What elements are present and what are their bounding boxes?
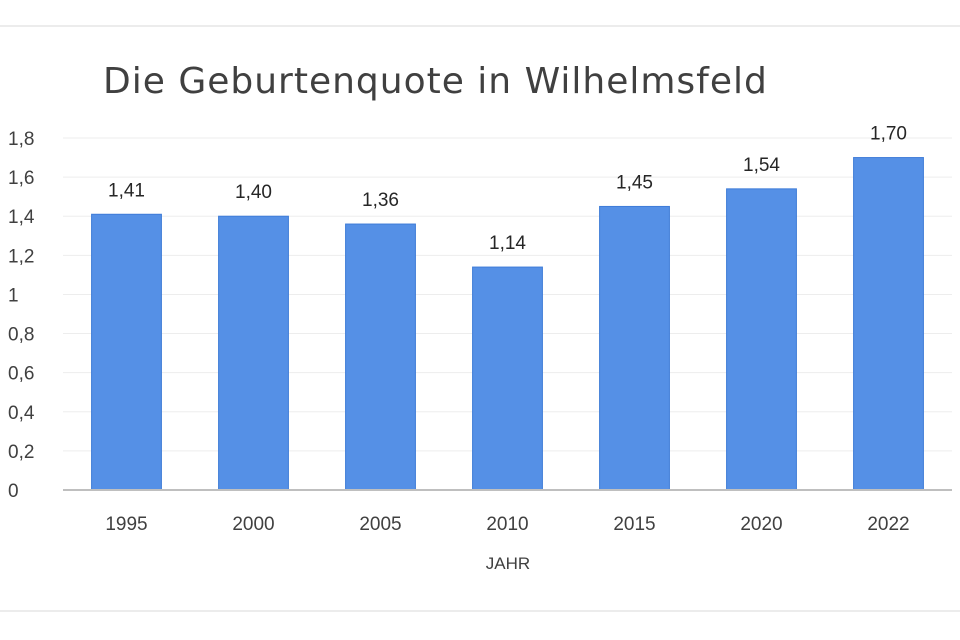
data-label: 1,14 [489, 233, 526, 254]
data-label: 1,40 [235, 182, 272, 203]
y-tick-label: 0,2 [8, 442, 34, 463]
x-tick-label: 2000 [232, 514, 274, 535]
data-label: 1,54 [743, 155, 780, 176]
y-tick-label: 0,6 [8, 364, 34, 385]
y-tick-label: 1 [8, 285, 19, 306]
bars [91, 157, 924, 491]
y-tick-label: 1,8 [8, 129, 34, 150]
x-axis-title: JAHR [486, 554, 530, 573]
x-tick-label: 2015 [613, 514, 655, 535]
x-axis-ticks: 1995 2000 2005 2010 2015 2020 2022 [105, 514, 909, 535]
data-label: 1,45 [616, 172, 653, 193]
bar [853, 157, 924, 491]
y-axis-ticks: 0 0,2 0,4 0,6 0,8 1 1,2 1,4 1,6 1,8 [8, 129, 35, 502]
data-label: 1,36 [362, 190, 399, 211]
x-tick-label: 2022 [867, 514, 909, 535]
bar [91, 213, 162, 491]
bar [345, 223, 416, 491]
x-tick-label: 1995 [105, 514, 147, 535]
bar [218, 215, 289, 491]
data-labels: 1,41 1,40 1,36 1,14 1,45 1,54 1,70 [108, 124, 907, 255]
data-label: 1,41 [108, 180, 145, 201]
y-tick-label: 0,8 [8, 325, 34, 346]
x-tick-label: 2020 [740, 514, 782, 535]
y-tick-label: 0 [8, 481, 19, 502]
x-tick-label: 2010 [486, 514, 528, 535]
bar [599, 205, 670, 491]
y-tick-label: 1,2 [8, 246, 34, 267]
y-tick-label: 0,4 [8, 403, 35, 424]
x-tick-label: 2005 [359, 514, 401, 535]
y-tick-label: 1,6 [8, 168, 34, 189]
data-label: 1,70 [870, 124, 907, 145]
bar [726, 188, 797, 491]
y-tick-label: 1,4 [8, 207, 35, 228]
chart-title: Die Geburtenquote in Wilhelmsfeld [103, 61, 768, 102]
bar [472, 266, 543, 491]
